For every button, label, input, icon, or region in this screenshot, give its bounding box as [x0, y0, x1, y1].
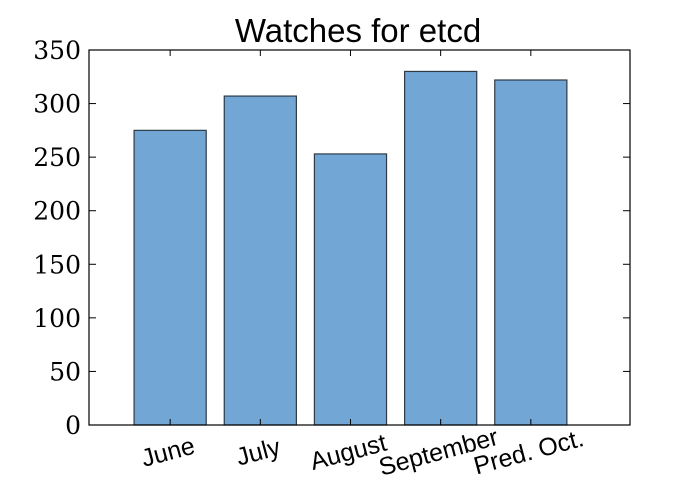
y-axis-ticks: 0 50 100 150 200 250 300 350: [33, 36, 630, 440]
ytick-label-6: 300: [33, 90, 81, 119]
bar-0: [133, 129, 207, 426]
ytick-label-1: 50: [49, 357, 81, 386]
xtick-label-1: July: [233, 433, 284, 472]
bar-1: [223, 95, 297, 426]
ytick-label-7: 350: [33, 36, 81, 65]
ytick-label-2: 100: [33, 304, 81, 333]
bar-3: [403, 70, 478, 426]
bar-4: [494, 79, 568, 426]
bars-layer: [133, 70, 568, 426]
ytick-label-4: 200: [33, 197, 81, 226]
ytick-label-5: 250: [33, 143, 81, 172]
bar-2: [313, 153, 388, 426]
chart-title: Watches for etcd: [235, 12, 481, 49]
plot-frame: [88, 49, 631, 426]
xtick-label-2: August: [307, 429, 389, 476]
ytick-label-3: 150: [33, 250, 81, 279]
xtick-label-0: June: [138, 432, 198, 473]
ytick-label-0: 0: [65, 411, 81, 440]
